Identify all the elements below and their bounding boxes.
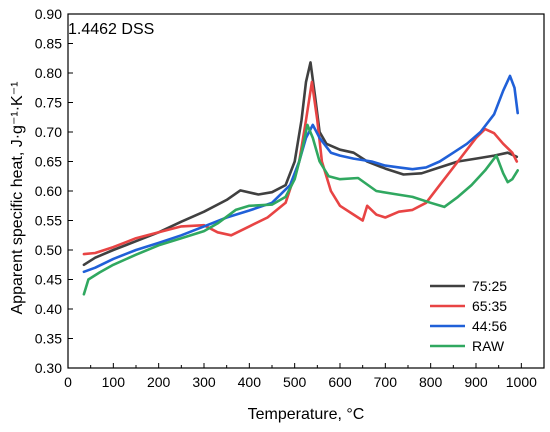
y-tick-label: 0.60 [35,183,62,199]
x-tick-label: 0 [64,374,72,390]
x-tick-label: 800 [419,374,443,390]
x-tick-label: 600 [328,374,352,390]
legend-label: RAW [472,338,505,354]
legend: 75:25 65:35 44:56 RAW [430,278,507,354]
series-line-65-35 [82,80,519,256]
x-tick-label: 400 [238,374,262,390]
y-tick-label: 0.45 [35,272,62,288]
legend-label: 75:25 [472,278,507,294]
y-tick-label: 0.70 [35,124,62,140]
y-tick-label: 0.80 [35,65,62,81]
ticks-layer: 0 100 200 300 400 500 600 700 800 900 1000 0.30 0.35… [35,6,537,390]
chart-annotation: 1.4462 DSS [68,21,154,38]
y-tick-label: 0.85 [35,36,62,52]
y-tick-label: 0.90 [35,6,62,22]
y-tick-label: 0.75 [35,95,62,111]
x-tick-label: 500 [283,374,307,390]
y-tick-label: 0.65 [35,154,62,170]
series-line-75-25 [82,61,519,267]
y-tick-label: 0.55 [35,213,62,229]
series-line-raw [82,123,519,296]
x-tick-label: 1000 [506,374,537,390]
y-tick-label: 0.40 [35,301,62,317]
legend-label: 65:35 [472,298,507,314]
y-tick-label: 0.30 [35,360,62,376]
x-axis-title: Temperature, °C [248,406,365,423]
y-axis-title: Apparent specific heat, J·g⁻¹·K⁻¹ [9,82,26,315]
series-line-44-56 [82,74,519,274]
plot-border [67,13,545,369]
y-tick-label: 0.50 [35,242,62,258]
plot-frame [67,13,545,369]
legend-label: 44:56 [472,318,507,334]
x-tick-label: 200 [147,374,171,390]
x-tick-label: 700 [374,374,398,390]
x-tick-label: 900 [464,374,488,390]
y-tick-label: 0.35 [35,331,62,347]
x-tick-label: 100 [102,374,126,390]
series-layer [82,61,519,296]
x-tick-label: 300 [192,374,216,390]
